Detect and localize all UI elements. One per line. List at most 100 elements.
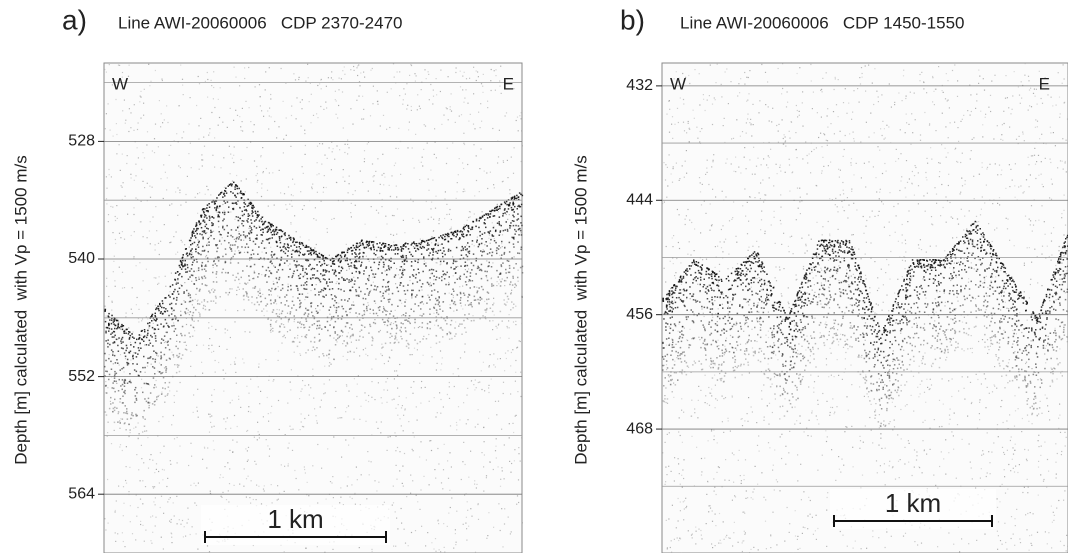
noise <box>440 264 441 265</box>
reflector <box>305 352 307 354</box>
noise <box>319 143 320 144</box>
reflector <box>130 344 132 346</box>
reflector <box>105 321 107 323</box>
noise <box>411 532 412 533</box>
reflector <box>323 270 325 272</box>
reflector <box>253 241 255 243</box>
reflector <box>480 250 482 252</box>
reflector <box>121 338 123 340</box>
reflector <box>190 311 192 313</box>
reflector <box>114 331 116 333</box>
reflector <box>465 262 467 264</box>
reflector <box>432 238 434 240</box>
reflector <box>268 222 270 224</box>
noise <box>837 359 838 360</box>
reflector <box>385 321 387 323</box>
reflector <box>199 290 201 292</box>
noise <box>443 406 444 407</box>
noise <box>490 354 491 355</box>
reflector <box>469 246 471 248</box>
reflector <box>293 273 295 275</box>
noise <box>348 445 349 446</box>
noise <box>494 187 495 188</box>
noise <box>397 375 398 376</box>
noise <box>124 100 125 101</box>
reflector <box>284 326 286 328</box>
reflector <box>373 313 375 315</box>
noise <box>862 77 863 78</box>
noise <box>421 387 422 388</box>
reflector <box>259 227 261 229</box>
reflector <box>308 246 310 248</box>
noise <box>781 293 782 294</box>
noise <box>306 261 307 262</box>
reflector <box>253 207 255 209</box>
noise <box>177 252 178 253</box>
noise <box>395 450 396 451</box>
noise <box>125 196 126 197</box>
noise <box>149 230 150 231</box>
noise <box>205 81 206 82</box>
noise <box>414 167 415 168</box>
reflector <box>173 354 175 356</box>
reflector <box>196 222 198 224</box>
reflector <box>139 334 141 336</box>
noise <box>136 454 137 455</box>
noise <box>429 286 430 287</box>
noise <box>988 451 989 452</box>
reflector <box>469 304 471 306</box>
noise <box>248 459 249 460</box>
reflector <box>408 248 410 250</box>
reflector <box>197 244 199 246</box>
reflector <box>243 231 245 233</box>
reflector <box>136 392 138 394</box>
noise <box>463 442 464 443</box>
reflector <box>337 334 339 336</box>
reflector <box>373 253 375 255</box>
noise <box>133 256 134 257</box>
noise <box>341 417 342 418</box>
noise <box>900 409 901 410</box>
reflector <box>318 291 320 293</box>
noise <box>449 490 450 491</box>
reflector <box>150 343 152 345</box>
reflector <box>174 331 176 333</box>
reflector <box>428 284 430 286</box>
noise <box>141 458 142 459</box>
reflector <box>354 247 356 249</box>
noise <box>425 387 426 388</box>
noise <box>327 158 328 159</box>
reflector <box>388 281 390 283</box>
reflector <box>237 188 239 190</box>
noise <box>109 64 110 65</box>
reflector <box>253 253 255 255</box>
reflector <box>396 324 398 326</box>
reflector <box>284 243 286 245</box>
noise <box>840 170 841 171</box>
reflector <box>403 245 405 247</box>
noise <box>494 314 495 315</box>
noise <box>430 440 431 441</box>
reflector <box>191 254 193 256</box>
noise <box>822 234 823 235</box>
reflector <box>118 390 120 392</box>
noise <box>407 105 408 106</box>
reflector <box>176 372 178 374</box>
noise <box>162 416 163 417</box>
reflector <box>404 260 406 262</box>
noise <box>431 217 432 218</box>
reflector <box>257 276 259 278</box>
reflector <box>329 353 331 355</box>
reflector <box>404 290 406 292</box>
reflector <box>162 300 164 302</box>
noise <box>156 230 157 231</box>
reflector <box>202 278 204 280</box>
noise <box>321 201 322 202</box>
noise <box>474 128 475 129</box>
reflector <box>466 225 468 227</box>
noise <box>431 542 432 543</box>
noise <box>152 216 153 217</box>
reflector <box>347 264 349 266</box>
noise <box>112 207 113 208</box>
noise <box>446 204 447 205</box>
